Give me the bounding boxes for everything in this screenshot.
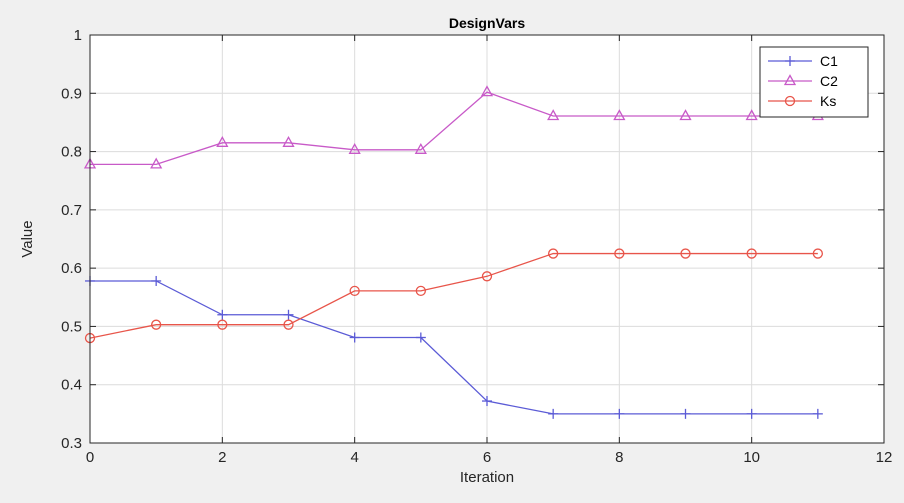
data-point-c2 xyxy=(745,109,758,121)
x-tick-label: 2 xyxy=(218,449,226,466)
data-point-c1 xyxy=(283,309,294,320)
data-point-c1 xyxy=(680,408,691,419)
data-point-c2 xyxy=(282,135,295,147)
data-point-c1 xyxy=(812,408,823,419)
x-tick-label: 12 xyxy=(876,449,893,466)
legend-label-ks: Ks xyxy=(820,93,836,109)
legend-marker-c1 xyxy=(785,56,795,66)
y-tick-label: 0.5 xyxy=(61,318,82,335)
legend-label-c1: C1 xyxy=(820,53,838,69)
x-axis-label: Iteration xyxy=(460,469,514,486)
data-point-ks xyxy=(349,285,360,297)
legend-label-c2: C2 xyxy=(820,73,838,89)
chart-title: DesignVars xyxy=(449,15,525,31)
data-point-c1 xyxy=(746,408,757,419)
y-tick-label: 0.8 xyxy=(61,144,82,161)
data-point-c2 xyxy=(480,85,494,97)
data-point-c1 xyxy=(349,332,360,343)
data-point-c2 xyxy=(150,157,163,169)
data-point-ks xyxy=(614,248,625,259)
y-tick-label: 0.7 xyxy=(61,202,82,219)
x-tick-label: 0 xyxy=(86,449,94,466)
legend-item-c1: C1 xyxy=(768,53,838,69)
data-point-c1 xyxy=(548,408,559,419)
legend: C1 C2 Ks xyxy=(759,46,869,118)
data-point-c1 xyxy=(151,275,162,286)
data-point-c1 xyxy=(482,396,492,407)
axis-ticks: 0 2 4 6 8 10 12 0.3 0.4 0.5 0.6 0.7 0.8 0.9 1 xyxy=(61,27,892,466)
data-point-c1 xyxy=(217,309,228,320)
legend-item-c2: C2 xyxy=(768,73,838,89)
y-tick-label: 0.3 xyxy=(61,435,82,452)
data-point-c2 xyxy=(216,135,229,147)
data-point-ks xyxy=(415,285,426,297)
legend-box xyxy=(759,46,869,118)
x-tick-label: 8 xyxy=(615,449,623,466)
data-point-ks xyxy=(217,319,228,330)
data-point-c2 xyxy=(613,109,626,121)
data-point-ks xyxy=(283,319,294,330)
x-tick-label: 6 xyxy=(483,449,491,466)
data-point-ks xyxy=(481,271,493,282)
y-axis-label: Value xyxy=(19,220,36,257)
data-point-c2 xyxy=(679,109,692,121)
data-point-c2 xyxy=(414,142,427,154)
y-tick-label: 0.9 xyxy=(61,85,82,102)
data-point-ks xyxy=(548,248,559,259)
series-line-ks xyxy=(89,252,818,339)
series-group xyxy=(83,85,824,419)
data-point-c1 xyxy=(614,408,625,419)
data-point-c2 xyxy=(348,142,361,154)
legend-marker-c2 xyxy=(783,74,797,86)
series-c1 xyxy=(85,275,823,419)
y-tick-label: 0.4 xyxy=(61,377,82,394)
data-point-c1 xyxy=(415,332,426,343)
y-tick-label: 1 xyxy=(74,27,82,44)
legend-item-ks: Ks xyxy=(768,93,836,109)
series-line-c1 xyxy=(90,280,818,415)
data-point-c2 xyxy=(547,109,560,121)
x-tick-label: 4 xyxy=(350,449,358,466)
data-point-ks xyxy=(151,319,162,330)
legend-marker-ks xyxy=(784,95,796,107)
data-point-ks xyxy=(746,248,757,259)
data-point-ks xyxy=(812,248,823,259)
x-tick-label: 10 xyxy=(743,449,760,466)
y-tick-label: 0.6 xyxy=(61,260,82,277)
series-line-c2 xyxy=(90,91,818,166)
data-point-ks xyxy=(680,248,691,259)
